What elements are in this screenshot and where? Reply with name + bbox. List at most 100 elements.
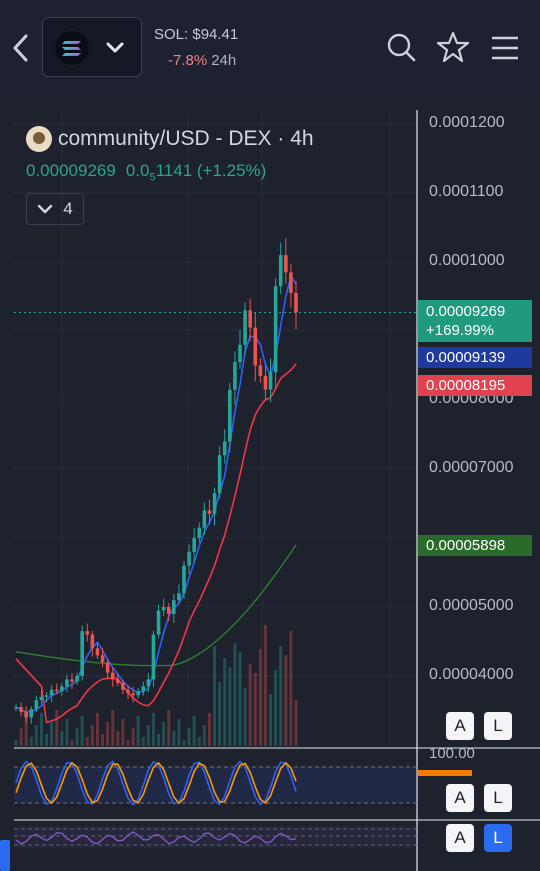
solana-logo-icon [55,31,89,65]
volume-bar [197,737,201,746]
sol-change-period: 24h [211,52,237,69]
volume-bar [65,719,69,746]
ohlc-legend: 0.00009269 0.051141 (+1.25%) [26,161,266,183]
candle-body [182,565,186,594]
volume-bar [274,670,278,746]
candle-body [268,372,273,390]
back-arrow-icon[interactable] [8,30,32,66]
volume-bar [95,713,99,746]
volume-bar [55,710,59,746]
volume-bar [187,728,191,746]
osc-level-label: 100.00 [429,745,475,762]
volume-bar [136,716,140,746]
volume-bar [14,740,18,746]
osc-band [14,767,417,803]
volume-bar [172,731,176,746]
price-change: 0.051141 (+1.25%) [125,161,267,184]
log-scale-button-rsi[interactable]: L [484,824,512,852]
coin-selector-button[interactable] [42,17,142,77]
candle-body [253,327,258,366]
candle-body [90,634,95,649]
osc-k-line [15,760,297,806]
volume-bar [85,737,89,746]
candle-body [146,679,151,687]
candle-body [29,709,34,718]
osc-level-marker [418,770,472,776]
candle-body [34,700,39,710]
volume-bar [284,655,288,746]
candle-body [294,293,298,313]
candle-body [278,255,283,287]
rsi-band [14,826,417,848]
candle-body [248,310,252,328]
candle-body [233,362,237,390]
candle-body [105,662,110,673]
ma-green-tag: 0.00005898 [418,535,532,556]
chart-grid [14,110,540,871]
volume-bar [121,719,125,746]
candle-body [197,527,202,538]
oscillator-pane [0,760,472,871]
indicator-count: 4 [63,199,73,218]
volume-bar [101,734,105,746]
price-chart[interactable] [0,96,540,871]
volume-bar [131,728,135,746]
sol-change: -7.8% 24h [168,52,236,69]
price-change-prefix: 0.0 [125,161,150,180]
chart-area[interactable] [0,96,540,871]
volume-bar [294,700,298,746]
indicators-toggle-button[interactable]: 4 [26,193,84,225]
candle-body [121,682,125,690]
candle-body [212,493,217,514]
volume-bar [116,731,120,746]
candle-body [141,686,146,692]
auto-scale-button-rsi[interactable]: A [446,824,474,852]
volume-bar [243,688,247,746]
top-bar: SOL: $94.41 -7.8% 24h [0,0,540,96]
star-icon[interactable] [436,30,470,64]
volume-bar [218,682,222,746]
candle-body [131,693,135,696]
volume-bar [233,643,237,746]
volume-bar [19,728,23,746]
last-price-tag-value: 0.00009269 [426,303,506,320]
volume-bar [289,631,293,746]
volume-bar [141,737,145,746]
volume-bar [50,722,54,746]
auto-scale-button-osc[interactable]: A [446,784,474,812]
volume-bar [238,652,242,746]
search-icon[interactable] [386,30,416,64]
volume-bar [207,713,211,746]
candle-body [289,272,293,294]
volume-bar [253,673,257,746]
candle-body [192,538,196,552]
price-change-subscript: 5 [149,171,156,184]
candle-body [44,695,49,697]
candle-body [207,510,212,514]
ma-red-tag: 0.00008195 [418,375,532,396]
volume-bar [269,694,273,746]
menu-icon[interactable] [490,30,520,64]
log-scale-button-main[interactable]: L [484,712,512,740]
volume-bar [60,731,64,746]
candle-body [243,310,247,345]
sol-change-pct: -7.8% [168,52,208,69]
candle-body [273,286,278,373]
volume-bar [213,646,217,746]
price-tick-label: 0.0001100 [429,183,504,200]
volume-bar [39,713,43,746]
candle-body [263,375,268,390]
candle-body [49,689,54,696]
sol-price: SOL: $94.41 [154,26,239,43]
log-scale-button-osc[interactable]: L [484,784,512,812]
candle-body [228,389,232,442]
auto-scale-button-main[interactable]: A [446,712,474,740]
candle-body [70,679,74,682]
last-price-tag: 0.00009269 +169.99% [418,300,532,342]
volume-bar [106,722,110,746]
pair-title: community/USD - DEX · 4h [58,127,314,150]
volume-bar [263,625,267,746]
volume-bar [34,725,38,746]
candle-body [166,607,171,614]
volume-bar [151,713,155,746]
